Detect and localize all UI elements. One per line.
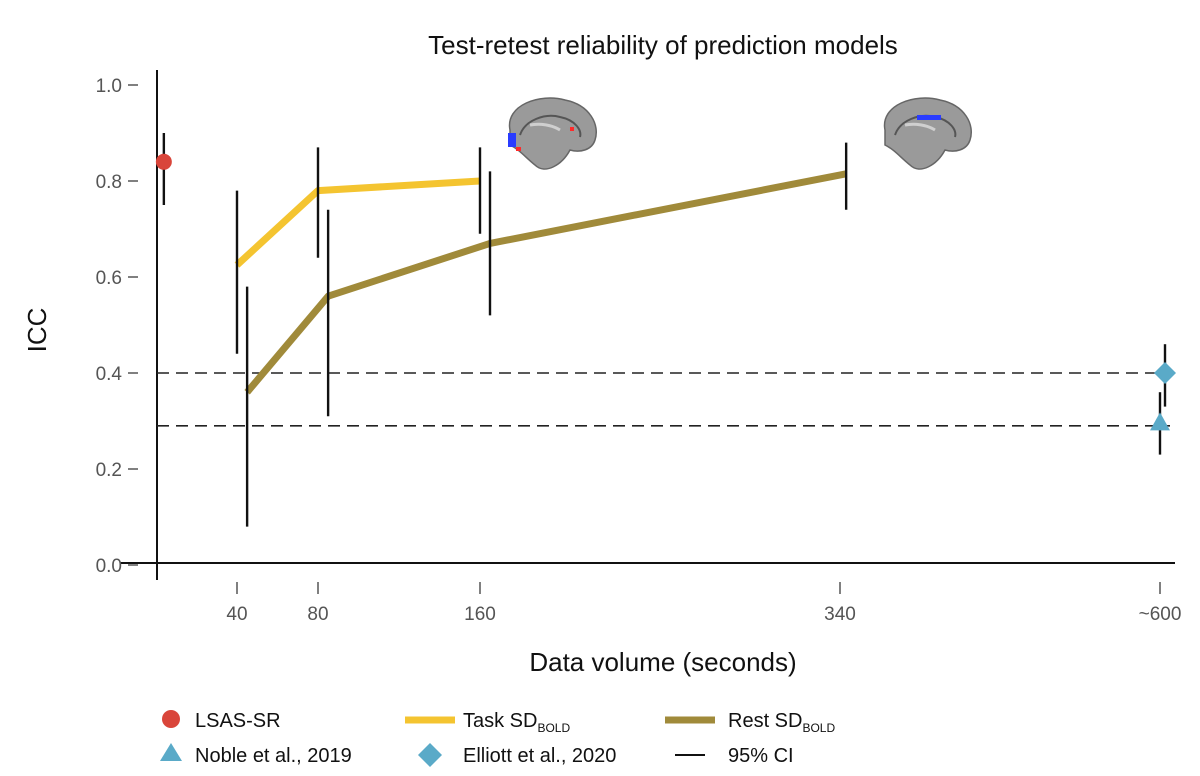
x-tick-label: ~600 <box>1139 604 1182 625</box>
legend-label: Elliott et al., 2020 <box>463 745 616 767</box>
y-axis-label: ICC <box>22 308 52 353</box>
y-tick-label: 0.0 <box>96 556 122 577</box>
marker-point <box>155 153 172 170</box>
legend-label: 95% CI <box>728 745 794 767</box>
series-line <box>234 177 481 268</box>
marker-point <box>1150 412 1170 431</box>
legend-symbol <box>162 710 180 728</box>
x-tick-label: 80 <box>307 604 328 625</box>
brain-image-task <box>508 97 597 170</box>
series-line <box>244 170 847 395</box>
x-tick-label: 340 <box>824 604 856 625</box>
y-tick-label: 0.8 <box>96 172 122 193</box>
y-tick-label: 1.0 <box>96 76 122 97</box>
x-tick-label: 40 <box>226 604 247 625</box>
y-tick-label: 0.6 <box>96 268 122 289</box>
x-tick-label: 160 <box>464 604 496 625</box>
legend-label: Rest SDBOLD <box>728 710 835 735</box>
legend-symbol <box>418 743 442 767</box>
x-axis-label: Data volume (seconds) <box>529 647 796 677</box>
legend-label: Task SDBOLD <box>463 710 570 735</box>
y-tick-label: 0.4 <box>96 364 123 385</box>
brain-image-rest <box>883 97 972 170</box>
marker-point <box>1154 362 1176 384</box>
chart-title: Test-retest reliability of prediction mo… <box>428 30 898 60</box>
legend-symbol <box>160 743 182 761</box>
legend-label: Noble et al., 2019 <box>195 745 352 767</box>
legend-label: LSAS-SR <box>195 710 281 732</box>
y-tick-label: 0.2 <box>96 460 122 481</box>
